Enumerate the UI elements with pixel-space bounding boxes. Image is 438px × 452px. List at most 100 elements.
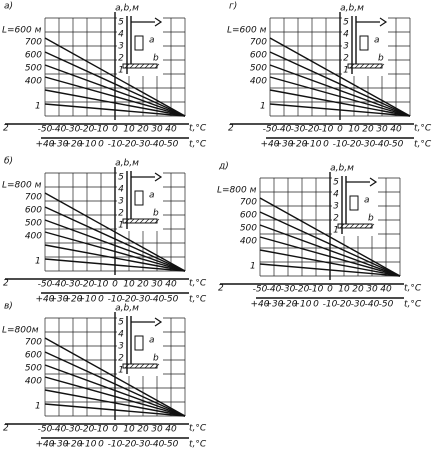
x-tick-label: -30 bbox=[136, 295, 151, 305]
unit: t,°C bbox=[404, 284, 422, 294]
hatch bbox=[149, 218, 155, 224]
x-tick-label: 10 bbox=[123, 425, 135, 435]
x-tick-label: -20 bbox=[122, 295, 137, 305]
hatch bbox=[129, 363, 135, 369]
x-tick-label: 0 bbox=[98, 140, 104, 150]
y-axis-title: a,b,м bbox=[340, 4, 364, 14]
x-tick-label: -50 bbox=[263, 125, 278, 135]
hatch bbox=[139, 363, 145, 369]
x-tick-label: +40 bbox=[36, 440, 55, 450]
x-tick-label: +30 bbox=[50, 140, 69, 150]
inset-equipment bbox=[134, 190, 144, 206]
x-tick-label: -50 bbox=[38, 125, 53, 135]
unit: t,°C bbox=[189, 124, 207, 134]
inset-arm bbox=[131, 172, 163, 182]
x-tick-label: +20 bbox=[289, 140, 308, 150]
curve-label: 600 bbox=[240, 211, 257, 221]
x-tick-label: 0 bbox=[327, 285, 333, 295]
scale-label: 1 bbox=[333, 226, 339, 236]
panel-label: в) bbox=[4, 302, 13, 312]
x-tick-label: -10 bbox=[323, 300, 338, 310]
x-tick-label: -30 bbox=[291, 125, 306, 135]
inset bbox=[117, 314, 163, 376]
x-tick-label: 10 bbox=[348, 125, 360, 135]
hatch bbox=[364, 63, 370, 69]
x-tick-label: -40 bbox=[52, 125, 67, 135]
nomogram-line bbox=[44, 219, 186, 272]
hatch bbox=[144, 218, 150, 224]
scale-label: 1 bbox=[118, 66, 124, 76]
curve-label: 400 bbox=[25, 77, 42, 87]
x-tick-label: 0 bbox=[337, 125, 343, 135]
curve-label: 500 bbox=[240, 224, 257, 234]
scale-label: 2 bbox=[343, 54, 349, 64]
hatch bbox=[129, 63, 135, 69]
curve-label: 600 bbox=[250, 51, 267, 61]
hatch bbox=[149, 363, 155, 369]
x-tick-label: +40 bbox=[261, 140, 280, 150]
panel-label: а) bbox=[4, 2, 13, 12]
nomogram-line bbox=[44, 364, 186, 417]
x-tick-label: -40 bbox=[52, 280, 67, 290]
x-tick-label: -30 bbox=[281, 285, 296, 295]
scale-label: 2 bbox=[118, 354, 124, 364]
x-tick-label: 40 bbox=[165, 425, 177, 435]
x-tick-label: -10 bbox=[94, 125, 109, 135]
scale-label: 2 bbox=[333, 214, 339, 224]
inset-label: b bbox=[153, 54, 159, 64]
row-index: 2 bbox=[3, 424, 9, 434]
inset-arm bbox=[131, 17, 163, 27]
x-tick-label: -40 bbox=[52, 425, 67, 435]
line-label: 1 bbox=[35, 402, 41, 412]
inset-label: a bbox=[374, 36, 380, 46]
hatch bbox=[339, 223, 345, 229]
x-tick-label: 20 bbox=[352, 285, 364, 295]
inset-label: b bbox=[368, 214, 374, 224]
curve-label: 700 bbox=[25, 193, 42, 203]
line-label: 1 bbox=[260, 102, 266, 112]
hatch bbox=[154, 63, 160, 69]
x-tick-label: -40 bbox=[277, 125, 292, 135]
x-tick-label: -30 bbox=[136, 440, 151, 450]
hatch bbox=[369, 63, 375, 69]
nomogram-line bbox=[44, 258, 186, 272]
inset-equipment bbox=[134, 335, 144, 351]
nomogram-line bbox=[44, 337, 186, 417]
hatch bbox=[344, 223, 350, 229]
y-axis-title: a,b,м bbox=[115, 159, 139, 169]
curve-label: 600 bbox=[25, 351, 42, 361]
inset bbox=[117, 169, 163, 231]
x-tick-label: -10 bbox=[108, 295, 123, 305]
scale-label: 3 bbox=[343, 42, 349, 52]
curve-label: 700 bbox=[250, 38, 267, 48]
y-axis-title: a,b,м bbox=[330, 164, 354, 174]
x-tick-label: -10 bbox=[94, 280, 109, 290]
line-label: 1 bbox=[35, 102, 41, 112]
line-label: 1 bbox=[250, 262, 256, 272]
hatch bbox=[124, 63, 130, 69]
x-tick-label: 0 bbox=[323, 140, 329, 150]
curve-label: 500 bbox=[25, 364, 42, 374]
inset-label: b bbox=[378, 54, 384, 64]
x-tick-label: +10 bbox=[78, 440, 97, 450]
x-tick-label: +30 bbox=[275, 140, 294, 150]
scale-label: 5 bbox=[118, 18, 124, 28]
hatch bbox=[359, 63, 365, 69]
nomogram-line bbox=[44, 351, 186, 417]
L-label: L=800м bbox=[2, 326, 39, 336]
x-tick-label: 0 bbox=[98, 440, 104, 450]
x-tick-label: 40 bbox=[165, 125, 177, 135]
x-tick-label: 20 bbox=[137, 280, 149, 290]
inset-label: b bbox=[153, 354, 159, 364]
nomogram-line bbox=[44, 206, 186, 272]
nomogram-line bbox=[44, 37, 186, 117]
x-tick-label: -50 bbox=[253, 285, 268, 295]
hatch bbox=[124, 363, 130, 369]
x-tick-label: -40 bbox=[150, 440, 165, 450]
x-tick-label: -30 bbox=[351, 300, 366, 310]
x-tick-label: -40 bbox=[150, 295, 165, 305]
